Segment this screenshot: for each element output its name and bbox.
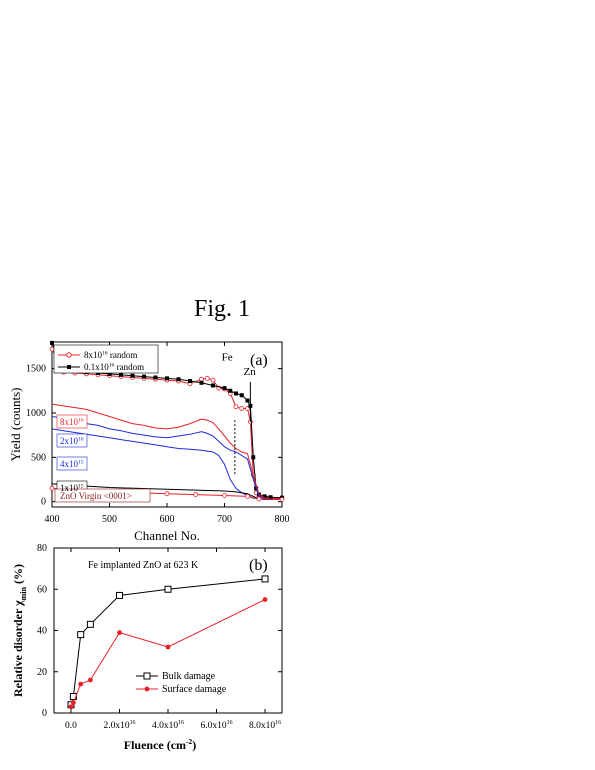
series-point	[211, 383, 215, 388]
panel-a-xtick-label: 400	[45, 514, 60, 525]
panel-b-legend-entry-2: Surface damage	[162, 684, 227, 695]
legend-entry-2: 0.1x1016 random	[84, 362, 144, 372]
series-point	[239, 406, 245, 411]
series-point	[165, 376, 169, 381]
label-virgin: ZnO Virgin <0001>	[60, 491, 132, 501]
panel-b-point	[77, 631, 85, 639]
panel-b-point	[71, 700, 76, 706]
series-line-2	[51, 403, 282, 500]
series-point	[193, 492, 199, 497]
panel-a-ytick-label: 500	[31, 452, 46, 463]
panel-b-legend-marker-1	[143, 672, 151, 680]
panel-b-xlabel: Fluence (cm-2)	[124, 737, 197, 752]
panel-b-point	[86, 620, 94, 628]
series-point	[107, 371, 112, 376]
series-point	[222, 493, 227, 498]
series-point	[199, 376, 204, 382]
panel-b-point	[69, 693, 77, 700]
panel-b-point	[78, 681, 84, 687]
panel-b-ytick-label: 60	[37, 584, 47, 595]
series-point	[199, 380, 204, 385]
series-line-3	[51, 416, 282, 500]
panel-a-label: (a)	[250, 352, 268, 369]
label-8e16-box	[56, 414, 88, 429]
label-virgin-box	[54, 488, 151, 503]
panel-a: 400 500 600 700 800 0 500 1000 1500 Channel No. Yi…	[8, 340, 290, 543]
series-point	[262, 494, 267, 499]
figure-title: Fig. 1	[193, 296, 250, 322]
panel-a-xtick-label: 700	[217, 514, 232, 525]
series-point	[268, 495, 273, 500]
series-point	[188, 379, 192, 384]
panel-b-xtick-label: 0.0	[65, 721, 77, 731]
panel-b-point	[87, 677, 93, 683]
panel-a-xtick-label: 600	[160, 514, 175, 525]
panel-b-point	[164, 585, 172, 593]
panel-b-point	[115, 591, 123, 599]
series-point	[210, 377, 216, 383]
panel-a-xtick-label: 500	[102, 514, 117, 525]
panel-b-point	[117, 630, 122, 635]
panel-b-ytick-label: 80	[37, 543, 47, 554]
panel-b-ytick-label: 0	[42, 708, 47, 719]
panel-a-ytick-label: 0	[41, 497, 46, 508]
panel-a-ylabel: Yield (counts)	[8, 387, 23, 461]
series-point	[234, 391, 238, 396]
panel-b-point	[68, 704, 74, 710]
legend-entry-1: 8x1016 random	[84, 350, 137, 360]
series-point	[50, 340, 54, 345]
series-point	[153, 375, 158, 380]
panel-b-xtick-label: 6.0x1016	[201, 720, 233, 731]
series-point	[233, 404, 239, 410]
panel-b-xtick-label: 2.0x1016	[103, 720, 135, 731]
zn-label: Zn	[243, 366, 256, 378]
panel-b-inner-title: Fe implanted ZnO at 623 K	[88, 560, 199, 571]
panel-b-legend-marker-2	[144, 686, 150, 692]
series-point	[142, 374, 146, 379]
label-2e16-box	[56, 433, 88, 448]
series-point	[164, 491, 170, 497]
panel-b-xtick-label: 8.0x1016	[249, 720, 281, 731]
fe-label: Fe	[222, 352, 233, 364]
panel-a-ytick-label: 1500	[26, 364, 46, 375]
series-point	[228, 388, 233, 393]
panel-b-ytick-label: 40	[37, 626, 47, 637]
series-point	[251, 455, 256, 460]
panel-b-legend-entry-1: Bulk damage	[162, 671, 216, 682]
series-point	[130, 373, 135, 378]
panel-b-point	[261, 575, 269, 583]
panel-b-point	[165, 644, 171, 650]
series-point	[176, 377, 181, 382]
label-4e15-box	[56, 456, 88, 471]
legend-marker-1	[66, 352, 72, 358]
panel-b-xtick-label: 4.0x1016	[152, 720, 184, 731]
series-point	[49, 485, 55, 491]
series-point	[204, 375, 210, 381]
panel-a-ytick-label: 1000	[26, 408, 46, 419]
panel-b-label: (b)	[249, 557, 268, 574]
label-4e15: 4x1015	[60, 459, 84, 469]
series-point	[245, 398, 250, 403]
panel-a-xlabel: Channel No.	[134, 528, 200, 543]
series-point	[245, 493, 250, 499]
series-line-5	[51, 483, 283, 500]
legend-marker-2	[67, 365, 71, 369]
panel-b-point	[262, 597, 268, 602]
panel-b: 0 20 40 60 80 Relative disorder χmin (%) Fe im…	[11, 543, 283, 719]
series-point	[256, 496, 262, 502]
panel-b-ytick-label: 20	[37, 667, 47, 678]
series-point	[279, 497, 285, 502]
panel-b-ylabel: Relative disorder χmin (%)	[11, 564, 28, 697]
label-2e16: 2x1016	[60, 436, 84, 446]
series-point	[49, 346, 55, 352]
label-8e16: 8x1016	[60, 417, 84, 427]
panel-a-xtick-label: 800	[275, 514, 290, 525]
series-point	[119, 372, 123, 377]
label-1e15: 1x1015	[60, 483, 84, 493]
series-point	[239, 393, 244, 398]
panel-a-legend-box	[53, 344, 159, 374]
series-point	[222, 386, 227, 391]
